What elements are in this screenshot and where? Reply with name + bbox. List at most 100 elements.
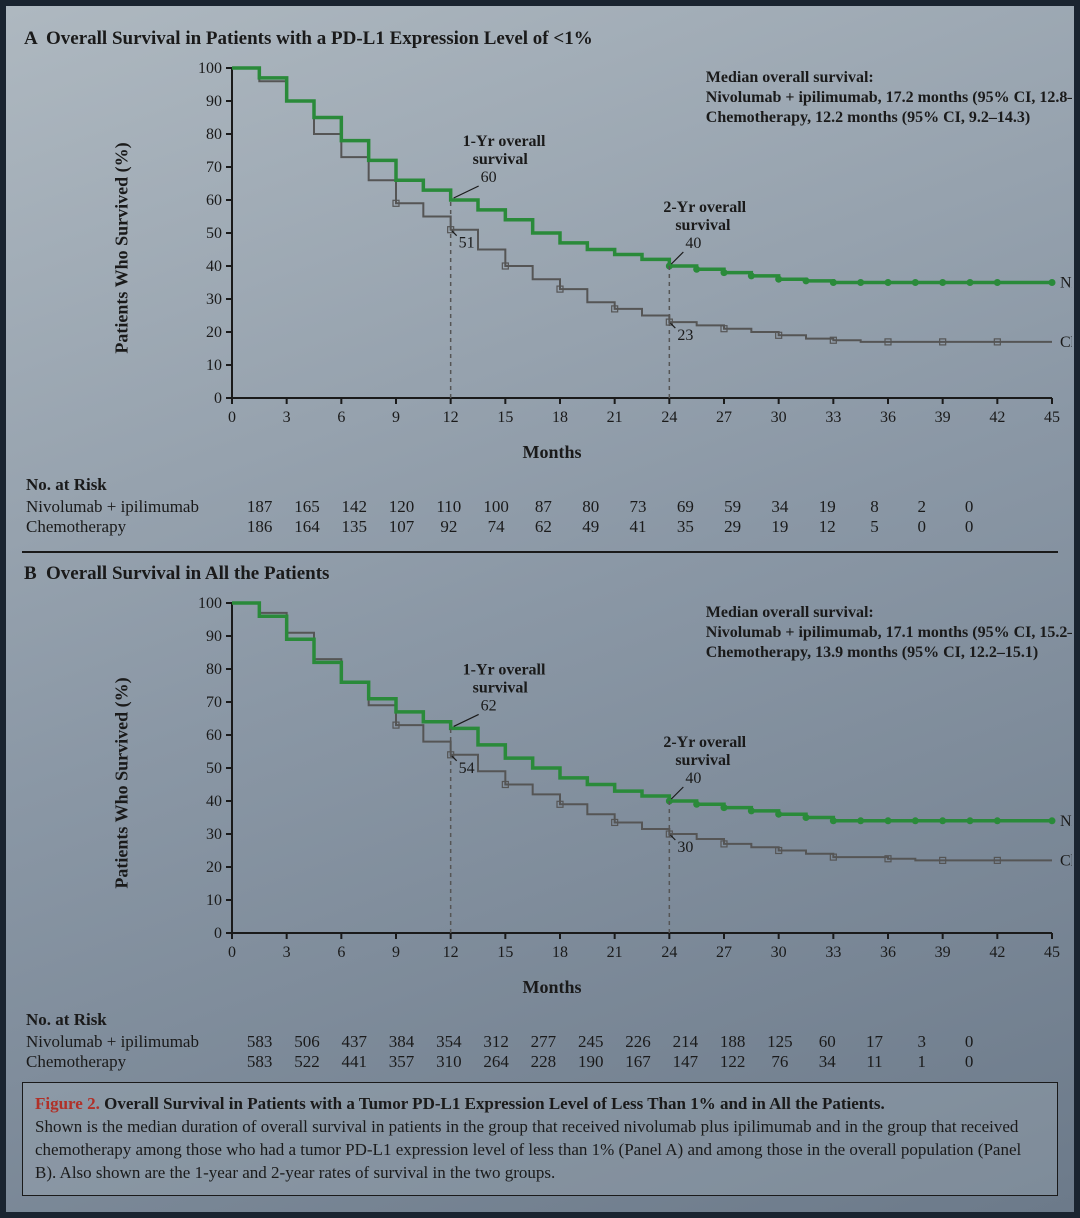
svg-text:10: 10 xyxy=(206,357,222,374)
risk-cell: 583 xyxy=(236,1052,283,1072)
risk-cell: 49 xyxy=(567,517,614,537)
risk-cell: 35 xyxy=(662,517,709,537)
svg-text:50: 50 xyxy=(206,760,222,777)
svg-text:0: 0 xyxy=(214,390,222,407)
svg-text:60: 60 xyxy=(206,192,222,209)
svg-text:21: 21 xyxy=(607,409,623,426)
svg-text:18: 18 xyxy=(552,409,568,426)
y-axis-label-b: Patients Who Survived (%) xyxy=(112,677,133,888)
risk-cell: 92 xyxy=(425,517,472,537)
risk-cell: 228 xyxy=(520,1052,567,1072)
risk-cell: 19 xyxy=(804,497,851,517)
risk-cell: 354 xyxy=(425,1032,472,1052)
svg-text:62: 62 xyxy=(481,697,497,714)
panel-a-title: AOverall Survival in Patients with a PD-… xyxy=(24,28,1058,50)
risk-cell: 62 xyxy=(520,517,567,537)
svg-text:10: 10 xyxy=(206,892,222,909)
risk-cell: 167 xyxy=(614,1052,661,1072)
svg-text:33: 33 xyxy=(825,409,841,426)
risk-cell: 310 xyxy=(425,1052,472,1072)
svg-text:0: 0 xyxy=(228,944,236,961)
svg-text:15: 15 xyxy=(497,944,513,961)
svg-text:30: 30 xyxy=(771,944,787,961)
svg-text:Chemotherapy, 13.9 months (95%: Chemotherapy, 13.9 months (95% CI, 12.2–… xyxy=(706,644,1038,661)
risk-cell: 165 xyxy=(283,497,330,517)
svg-text:90: 90 xyxy=(206,93,222,110)
risk-row-label: Nivolumab + ipilimumab xyxy=(22,1032,236,1052)
panel-b-svg: 0102030405060708090100036912151821242730… xyxy=(172,593,1072,973)
risk-row: Chemotherapy1861641351079274624941352919… xyxy=(22,517,1058,537)
risk-cell: 107 xyxy=(378,517,425,537)
svg-text:Chemotherapy, 12.2 months (95%: Chemotherapy, 12.2 months (95% CI, 9.2–1… xyxy=(706,109,1030,126)
panel-a-letter: A xyxy=(24,28,46,50)
caption-body: Shown is the median duration of overall … xyxy=(35,1117,1021,1182)
risk-cell: 74 xyxy=(472,517,519,537)
svg-text:20: 20 xyxy=(206,324,222,341)
risk-cell: 188 xyxy=(709,1032,756,1052)
risk-cell: 522 xyxy=(283,1052,330,1072)
risk-cell: 122 xyxy=(709,1052,756,1072)
svg-text:36: 36 xyxy=(880,944,896,961)
risk-cell: 583 xyxy=(236,1032,283,1052)
risk-cell: 190 xyxy=(567,1052,614,1072)
risk-cell: 135 xyxy=(331,517,378,537)
risk-row-label: Nivolumab + ipilimumab xyxy=(22,497,236,517)
svg-text:9: 9 xyxy=(392,409,400,426)
risk-cell: 12 xyxy=(804,517,851,537)
risk-cell: 34 xyxy=(756,497,803,517)
risk-cell: 41 xyxy=(614,517,661,537)
svg-text:9: 9 xyxy=(392,944,400,961)
svg-text:Nivolumab + ipilimumab: Nivolumab + ipilimumab xyxy=(1060,275,1072,292)
risk-cell: 357 xyxy=(378,1052,425,1072)
risk-cell: 264 xyxy=(472,1052,519,1072)
risk-cell: 0 xyxy=(945,517,992,537)
risk-cell: 147 xyxy=(662,1052,709,1072)
svg-text:60: 60 xyxy=(206,727,222,744)
risk-cell: 29 xyxy=(709,517,756,537)
svg-text:45: 45 xyxy=(1044,409,1060,426)
svg-text:3: 3 xyxy=(283,944,291,961)
svg-text:40: 40 xyxy=(206,793,222,810)
svg-text:Chemotherapy: Chemotherapy xyxy=(1060,852,1072,869)
svg-text:Nivolumab + ipilimumab: Nivolumab + ipilimumab xyxy=(1060,813,1072,830)
svg-text:Chemotherapy: Chemotherapy xyxy=(1060,334,1072,351)
panel-b-title: BOverall Survival in All the Patients xyxy=(24,563,1058,585)
risk-cell: 187 xyxy=(236,497,283,517)
risk-cell: 437 xyxy=(331,1032,378,1052)
risk-cell: 0 xyxy=(898,517,945,537)
risk-cell: 214 xyxy=(662,1032,709,1052)
svg-text:100: 100 xyxy=(198,60,222,77)
svg-text:24: 24 xyxy=(661,409,677,426)
panel-a-title-text: Overall Survival in Patients with a PD-L… xyxy=(46,28,593,49)
risk-row: Nivolumab + ipilimumab583506437384354312… xyxy=(22,1032,1058,1052)
svg-text:survival: survival xyxy=(473,151,529,168)
svg-text:39: 39 xyxy=(935,409,951,426)
svg-text:survival: survival xyxy=(675,752,731,769)
risk-cell: 110 xyxy=(425,497,472,517)
risk-cell: 120 xyxy=(378,497,425,517)
svg-text:Median overall survival:: Median overall survival: xyxy=(706,604,874,621)
svg-text:30: 30 xyxy=(206,291,222,308)
svg-text:100: 100 xyxy=(198,595,222,612)
panel-separator xyxy=(22,551,1058,553)
risk-cell: 80 xyxy=(567,497,614,517)
svg-text:40: 40 xyxy=(685,770,701,787)
x-axis-label-a: Months xyxy=(172,442,932,463)
risk-row: Chemotherapy5835224413573102642281901671… xyxy=(22,1052,1058,1072)
risk-cell: 441 xyxy=(331,1052,378,1072)
caption-figure-label: Figure 2. xyxy=(35,1094,100,1113)
y-axis-label-a: Patients Who Survived (%) xyxy=(112,142,133,353)
x-axis-label-b: Months xyxy=(172,977,932,998)
risk-cell: 69 xyxy=(662,497,709,517)
risk-cell: 73 xyxy=(614,497,661,517)
svg-text:27: 27 xyxy=(716,944,732,961)
risk-cell: 19 xyxy=(756,517,803,537)
risk-header: No. at Risk xyxy=(26,1010,1058,1030)
risk-row-cells: 186164135107927462494135291912500 xyxy=(236,517,1058,537)
risk-cell: 0 xyxy=(945,1032,992,1052)
svg-text:2-Yr overall: 2-Yr overall xyxy=(663,199,746,216)
risk-cell: 2 xyxy=(898,497,945,517)
risk-row-cells: 5835064373843543122772452262141881256017… xyxy=(236,1032,1058,1052)
risk-cell: 3 xyxy=(898,1032,945,1052)
risk-cell: 100 xyxy=(472,497,519,517)
